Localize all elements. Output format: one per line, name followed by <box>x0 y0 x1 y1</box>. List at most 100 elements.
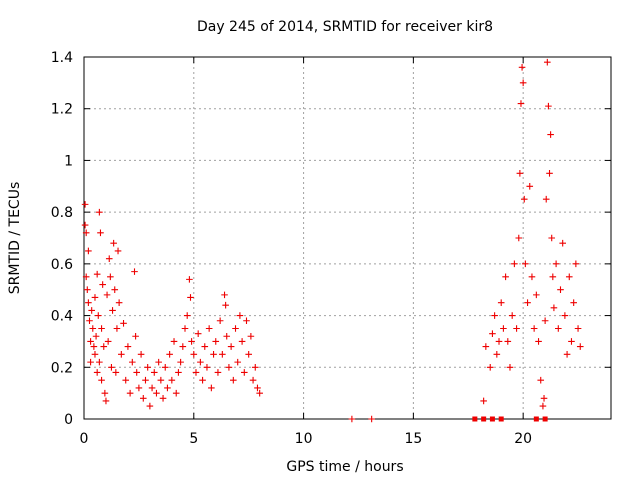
data-point <box>93 369 101 376</box>
data-point <box>170 338 178 345</box>
data-point <box>111 286 119 294</box>
data-point <box>254 384 261 392</box>
data-point <box>232 325 239 332</box>
data-point <box>110 239 117 247</box>
data-point <box>186 276 193 283</box>
data-point <box>190 351 198 358</box>
data-point <box>236 312 244 319</box>
data-point <box>539 402 547 410</box>
data-point <box>109 307 116 314</box>
data-point <box>194 330 202 337</box>
data-point <box>94 312 102 319</box>
data-point <box>535 338 542 345</box>
data-point <box>82 229 90 237</box>
data-point <box>542 195 550 203</box>
data-point <box>557 286 564 294</box>
data-point <box>86 317 93 325</box>
data-point <box>203 363 211 371</box>
data-point <box>82 273 90 281</box>
data-point <box>568 338 575 345</box>
data-point <box>516 170 524 177</box>
data-point <box>222 301 229 309</box>
data-point <box>144 363 151 371</box>
data-point <box>227 343 235 350</box>
data-point <box>540 395 548 402</box>
data-point <box>214 369 222 376</box>
data-point <box>212 338 220 345</box>
data-point <box>489 330 496 337</box>
y-tick-label: 0.4 <box>51 309 73 325</box>
data-point <box>104 338 112 345</box>
data-point <box>103 291 111 299</box>
data-point <box>107 273 114 281</box>
data-point <box>493 351 501 358</box>
data-point <box>515 234 523 242</box>
data-point <box>221 291 228 299</box>
data-point <box>511 260 518 268</box>
data-point <box>234 358 242 366</box>
chart-title: Day 245 of 2014, SRMTID for receiver kir… <box>197 19 493 35</box>
data-point-square <box>472 416 478 422</box>
data-point <box>549 273 557 281</box>
data-point <box>544 58 551 66</box>
data-point <box>85 299 92 306</box>
data-point <box>89 325 97 332</box>
data-point <box>522 260 529 268</box>
data-point <box>533 291 540 299</box>
data-point <box>530 325 538 332</box>
data-point <box>201 343 209 350</box>
data-point <box>506 363 514 371</box>
data-point <box>88 307 95 314</box>
data-point <box>142 376 149 384</box>
data-point <box>500 325 507 332</box>
data-point <box>153 389 160 397</box>
data-point <box>368 415 375 423</box>
data-point <box>179 343 187 350</box>
data-point <box>81 221 89 229</box>
data-point <box>238 338 246 345</box>
data-point <box>223 332 231 340</box>
data-point <box>546 170 553 177</box>
data-point <box>199 376 206 384</box>
data-point <box>225 363 233 371</box>
data-point <box>181 325 189 332</box>
axis-ticks <box>83 56 611 420</box>
data-point <box>502 273 509 281</box>
x-tick-labels: 0 5 10 15 20 <box>80 431 533 447</box>
data-points <box>81 58 584 423</box>
data-point <box>230 376 237 384</box>
data-point <box>126 389 134 397</box>
data-point <box>113 325 121 332</box>
data-point <box>541 317 549 325</box>
data-point <box>146 402 154 410</box>
data-point <box>480 397 487 405</box>
data-point <box>177 358 184 366</box>
data-point <box>504 338 512 345</box>
data-point <box>495 338 503 345</box>
data-point <box>550 304 558 312</box>
data-point <box>183 312 191 319</box>
data-point <box>197 358 204 366</box>
data-point-square <box>498 416 504 422</box>
data-point <box>518 64 526 71</box>
data-point <box>251 363 259 371</box>
data-point <box>155 358 162 366</box>
data-point-square <box>489 416 495 422</box>
y-tick-label: 1 <box>64 153 73 169</box>
data-point <box>561 312 569 319</box>
data-point <box>205 325 213 332</box>
y-axis-label: SRMTID / TECUs <box>7 182 23 295</box>
data-point <box>112 369 120 376</box>
data-point <box>524 299 531 306</box>
y-tick-label: 0.6 <box>51 257 73 273</box>
data-point <box>243 317 250 325</box>
data-point <box>96 208 103 216</box>
data-point <box>548 234 556 242</box>
data-point <box>555 325 562 332</box>
data-point-square <box>533 416 539 422</box>
data-point <box>91 294 99 301</box>
data-point <box>249 376 257 384</box>
data-point <box>552 260 560 268</box>
data-point <box>168 376 176 384</box>
